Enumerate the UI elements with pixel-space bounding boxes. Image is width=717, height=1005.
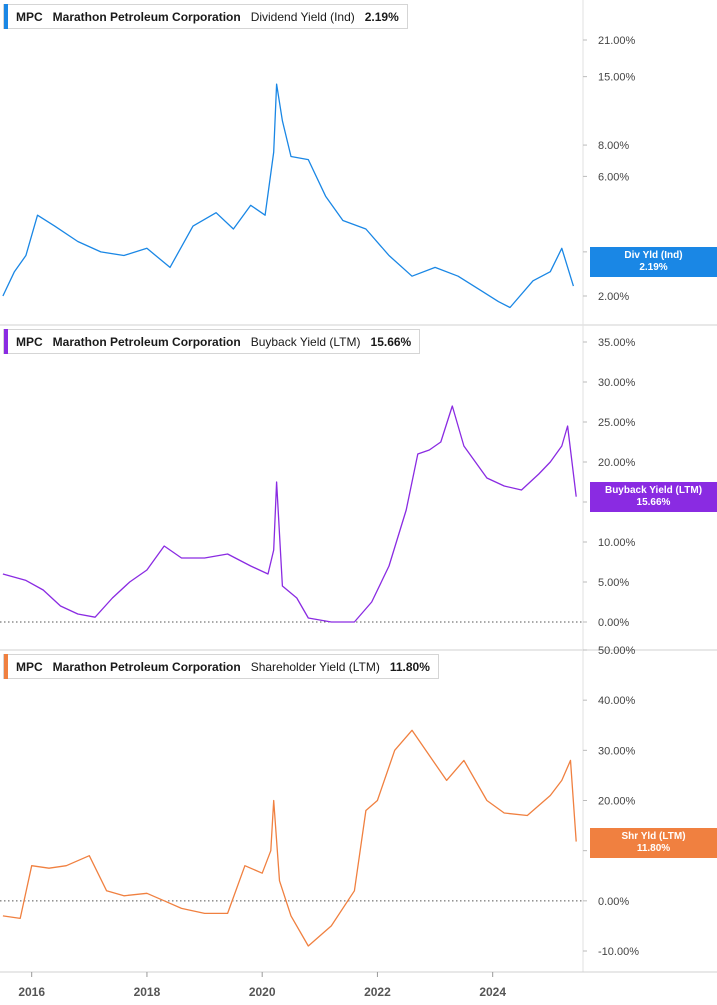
company-label: Marathon Petroleum Corporation [52,334,241,349]
panel-header-buyback: MPC Marathon Petroleum Corporation Buyba… [3,329,421,354]
ticker-label: MPC [16,9,43,24]
y-tick-label: 0.00% [598,896,629,908]
panel-header-shareholder: MPC Marathon Petroleum Corporation Share… [3,654,439,679]
ticker-label: MPC [16,659,43,674]
badge-series-value: 11.80% [636,843,671,854]
y-tick-label: 20.00% [598,796,636,808]
panel-header-dividend: MPC Marathon Petroleum Corporation Divid… [3,4,408,29]
y-tick-label: 15.00% [598,72,636,84]
company-label: Marathon Petroleum Corporation [52,659,241,674]
y-tick-label: 40.00% [598,695,636,707]
ticker-label: MPC [16,334,43,349]
last-value-badge-dividend: Div Yld (Ind) 2.19% [590,247,717,277]
y-tick-label: 8.00% [598,140,629,152]
metric-label: Dividend Yield (Ind) [250,9,355,24]
company-label: Marathon Petroleum Corporation [52,9,241,24]
y-tick-label: 5.00% [598,577,629,589]
series-line-dividend [2,83,575,309]
x-tick-label: 2024 [479,985,506,999]
badge-series-value: 2.19% [639,262,668,273]
y-tick-label: -10.00% [598,946,639,958]
badge-series-value: 15.66% [636,497,671,508]
y-tick-label: 50.00% [598,645,636,657]
y-tick-label: 21.00% [598,35,636,47]
metric-value: 15.66% [370,334,412,349]
series-line-shareholder [2,729,577,947]
y-tick-label: 6.00% [598,171,629,183]
last-value-badge-shareholder: Shr Yld (LTM) 11.80% [590,828,717,858]
y-tick-label: 20.00% [598,457,636,469]
y-tick-label: 25.00% [598,417,636,429]
y-tick-label: 35.00% [598,337,636,349]
badge-series-name: Buyback Yield (LTM) [604,485,703,496]
x-tick-label: 2016 [18,985,45,999]
metric-label: Buyback Yield (LTM) [250,334,361,349]
y-tick-label: 30.00% [598,745,636,757]
badge-series-name: Shr Yld (LTM) [621,831,686,842]
metric-value: 11.80% [389,659,430,674]
series-color-marker [4,4,8,29]
badge-series-name: Div Yld (Ind) [624,250,683,261]
metric-value: 2.19% [364,9,399,24]
series-line-buyback [2,405,577,623]
y-tick-label: 0.00% [598,617,629,629]
y-tick-label: 10.00% [598,537,636,549]
x-tick-label: 2022 [364,985,391,999]
last-value-badge-buyback: Buyback Yield (LTM) 15.66% [590,482,717,512]
y-tick-label: 2.00% [598,291,629,303]
series-color-marker [4,329,8,354]
series-color-marker [4,654,8,679]
x-tick-label: 2018 [134,985,161,999]
x-tick-label: 2020 [249,985,276,999]
y-tick-label: 30.00% [598,377,636,389]
metric-label: Shareholder Yield (LTM) [250,659,380,674]
